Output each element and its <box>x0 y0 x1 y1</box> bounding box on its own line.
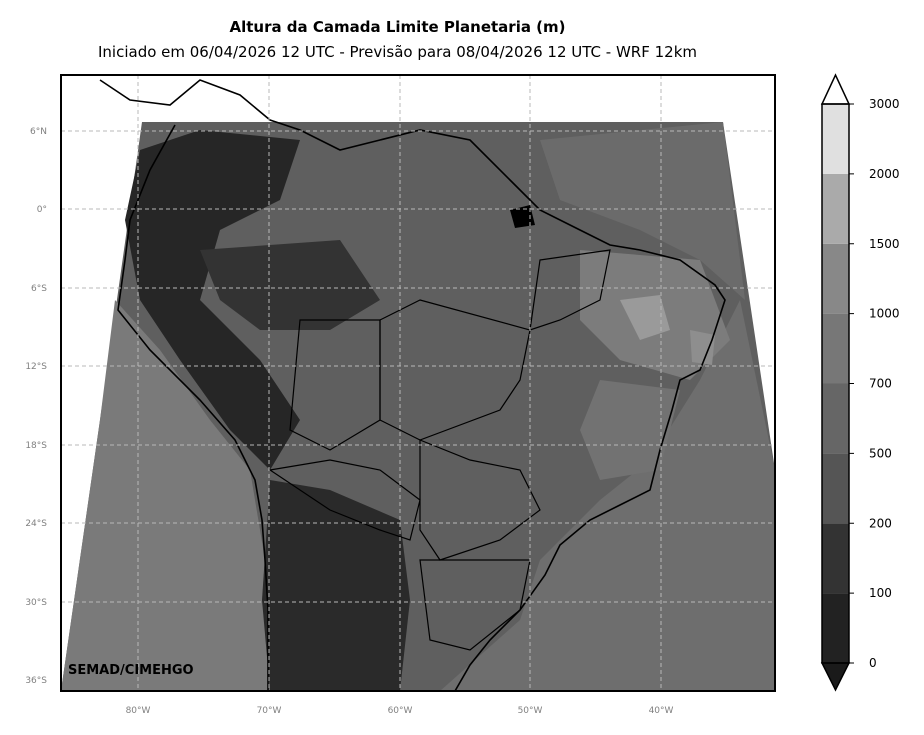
marajo-island <box>510 205 535 228</box>
lon-label: 50°W <box>518 706 543 716</box>
coastlines <box>99 79 726 691</box>
lat-label: 12°S <box>25 362 47 372</box>
colorbar-label: 1000 <box>869 307 900 321</box>
colorbar-label: 2000 <box>869 167 900 181</box>
longitude-labels: 80°W 70°W 60°W 50°W 40°W <box>126 706 674 716</box>
colorbar-bin <box>822 313 849 384</box>
colorbar-bin <box>822 523 849 594</box>
field-atlantic-south <box>440 300 775 691</box>
lat-label: 36°S <box>25 676 47 686</box>
lat-label: 24°S <box>25 519 47 529</box>
lat-label: 6°S <box>31 284 47 294</box>
colorbar-bin <box>822 104 849 174</box>
lat-label: 18°S <box>25 441 47 451</box>
map-frame <box>60 74 776 692</box>
field-chaco <box>262 480 410 691</box>
colorbar-bin <box>822 453 849 524</box>
colorbar-extend-high <box>820 73 851 105</box>
latitude-labels: 6°N 0° 6°S 12°S 18°S 24°S 30°S 36°S <box>25 127 47 686</box>
field-light-pocket <box>690 330 715 365</box>
colorbar-bin <box>822 383 849 454</box>
field-amazon-west <box>200 240 380 330</box>
borders <box>268 249 611 651</box>
lon-label: 80°W <box>126 706 151 716</box>
colorbar-extend-low <box>820 662 851 692</box>
field-east <box>580 380 680 480</box>
colorbar-label: 1500 <box>869 237 900 251</box>
field-pacific <box>61 300 270 691</box>
lat-label: 0° <box>37 205 47 215</box>
colorbar-bin <box>822 243 849 314</box>
colorbar: 0 100 200 500 700 1000 1500 2000 3000 <box>820 73 900 692</box>
colorbar-bin <box>822 593 849 663</box>
field-atlantic-north <box>540 122 745 300</box>
field-andes-north <box>125 130 300 470</box>
field-light-pocket <box>620 295 670 340</box>
credit-label: SEMAD/CIMEHGO <box>68 663 194 678</box>
map-title: Altura da Camada Limite Planetaria (m) <box>229 18 566 36</box>
colorbar-label: 100 <box>869 586 892 600</box>
colorbar-label: 700 <box>869 377 892 391</box>
map-field <box>61 79 775 691</box>
colorbar-label: 0 <box>869 656 877 670</box>
gridlines <box>61 75 775 691</box>
colorbar-label: 3000 <box>869 97 900 111</box>
lon-label: 60°W <box>388 706 413 716</box>
lon-label: 70°W <box>257 706 282 716</box>
colorbar-label: 500 <box>869 446 892 460</box>
colorbar-bin <box>822 173 849 244</box>
lon-label: 40°W <box>649 706 674 716</box>
lat-label: 30°S <box>25 598 47 608</box>
map-subtitle: Iniciado em 06/04/2026 12 UTC - Previsão… <box>97 43 698 61</box>
colorbar-label: 200 <box>869 516 892 530</box>
lat-label: 6°N <box>30 127 47 137</box>
